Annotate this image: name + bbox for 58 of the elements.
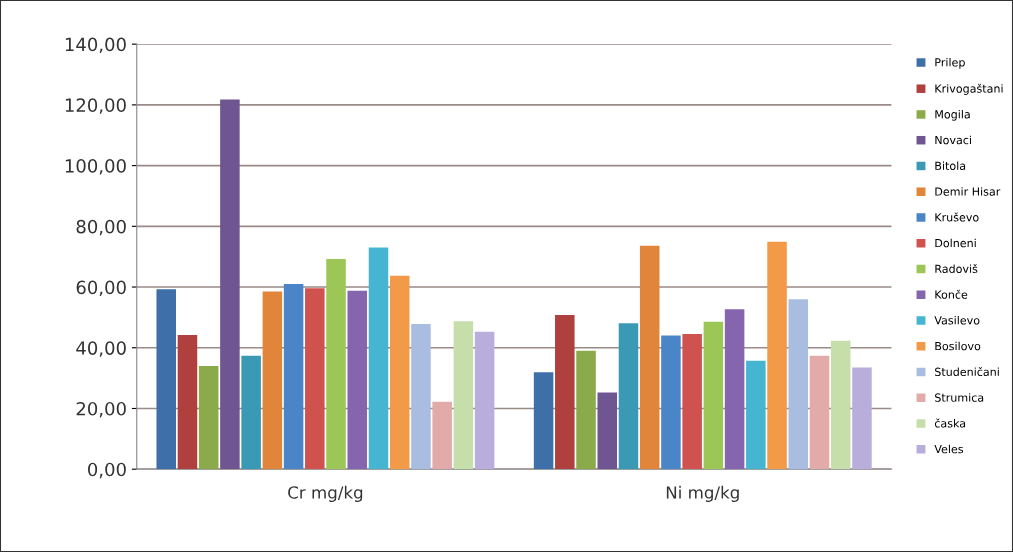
bar	[597, 392, 618, 470]
legend-label: Konče	[935, 289, 968, 299]
x-tick-label: Cr mg/kg	[288, 485, 363, 502]
y-tick-label: 80,00	[76, 219, 126, 236]
legend-label: Mogila	[935, 109, 970, 121]
bar	[809, 355, 830, 470]
bar	[767, 241, 787, 470]
bar	[830, 340, 851, 470]
bar	[220, 99, 240, 470]
legend-label: Krivogaštani	[935, 83, 1003, 95]
bar	[305, 288, 325, 470]
legend-label: Radoviš	[935, 263, 978, 273]
legend-label: Studeničani	[935, 366, 999, 377]
y-tick-label: 140,00	[65, 37, 126, 54]
legend-label: Bosilovo	[935, 341, 981, 351]
y-tick-label: 20,00	[76, 401, 126, 418]
bar	[368, 247, 389, 470]
legend-label: Prilep	[935, 57, 965, 69]
legend-label: Dolneni	[935, 238, 976, 248]
legend-label: Kruševo	[935, 212, 979, 222]
bar	[852, 367, 872, 470]
bar	[703, 321, 724, 470]
bar	[432, 401, 452, 470]
bar	[682, 334, 702, 470]
bar	[177, 335, 198, 470]
legend-label: Vasilevo	[934, 315, 980, 325]
legend-label: Novaci	[935, 135, 971, 145]
legend-label: Strumica	[935, 393, 984, 402]
y-tick-label: 120,00	[65, 98, 126, 114]
bar	[661, 335, 681, 470]
y-tick-label: 60,00	[76, 280, 126, 296]
bar	[347, 290, 368, 470]
y-tick-label: 100,00	[65, 159, 126, 175]
bar	[533, 372, 554, 470]
bar	[262, 291, 283, 470]
y-tick-label: 0,00	[88, 462, 126, 479]
bar	[724, 309, 745, 470]
bar	[746, 360, 766, 470]
legend-label: Demir Hisar	[935, 187, 1001, 196]
bar	[241, 355, 261, 470]
bar	[618, 323, 639, 470]
bar	[474, 331, 495, 470]
bar	[576, 350, 596, 470]
bar	[639, 245, 660, 470]
y-tick-label: 40,00	[76, 341, 126, 357]
x-tick-label: Ni mg/kg	[666, 485, 739, 502]
bar	[283, 284, 304, 470]
bar	[453, 321, 474, 470]
bar	[326, 259, 346, 470]
bar	[788, 299, 809, 470]
legend-label: Veles	[934, 444, 964, 454]
legend-label: Bitola	[935, 161, 966, 170]
bar	[389, 275, 410, 470]
bar	[555, 314, 575, 470]
bar	[156, 289, 176, 470]
bar	[198, 365, 219, 470]
bar	[411, 324, 431, 470]
legend-label: časka	[934, 418, 966, 428]
